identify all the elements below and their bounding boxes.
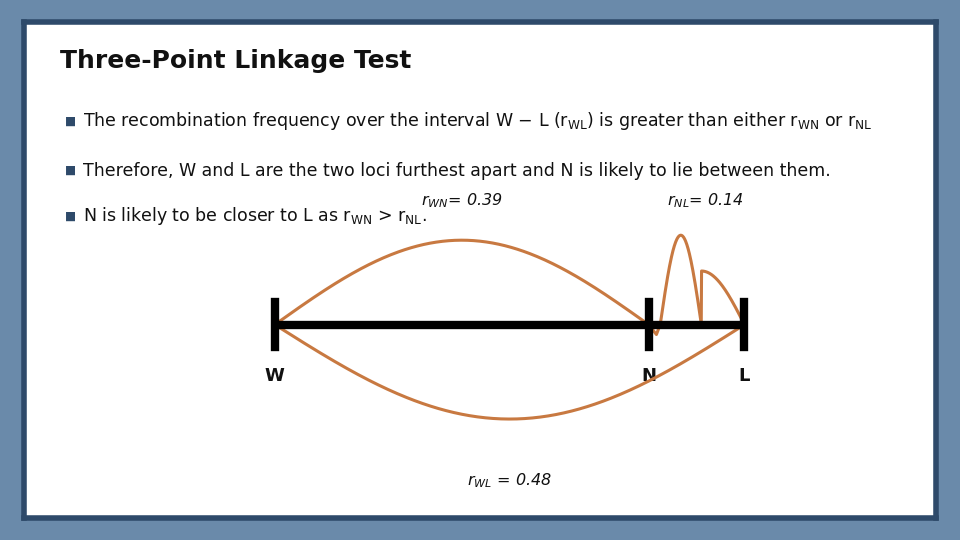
Text: Three-Point Linkage Test: Three-Point Linkage Test [60, 49, 412, 73]
Text: The recombination frequency over the interval W $-$ L (r$_{\mathregular{WL}}$) i: The recombination frequency over the int… [84, 110, 873, 132]
Text: N is likely to be closer to L as r$_{\mathregular{WN}}$ > r$_{\mathregular{NL}}$: N is likely to be closer to L as r$_{\ma… [84, 205, 427, 227]
Text: ■: ■ [65, 210, 76, 223]
Text: L: L [739, 367, 750, 385]
Text: r$_{\mathregular{WN}}$= 0.39: r$_{\mathregular{WN}}$= 0.39 [420, 192, 503, 211]
Text: r$_{\mathregular{NL}}$= 0.14: r$_{\mathregular{NL}}$= 0.14 [667, 192, 744, 211]
Text: W: W [265, 367, 285, 385]
Text: ■: ■ [65, 114, 76, 127]
Text: r$_{\mathregular{WL}}$ = 0.48: r$_{\mathregular{WL}}$ = 0.48 [468, 471, 552, 490]
Text: Therefore, W and L are the two loci furthest apart and N is likely to lie betwee: Therefore, W and L are the two loci furt… [84, 161, 831, 180]
Text: N: N [641, 367, 657, 385]
Text: ■: ■ [65, 164, 76, 177]
